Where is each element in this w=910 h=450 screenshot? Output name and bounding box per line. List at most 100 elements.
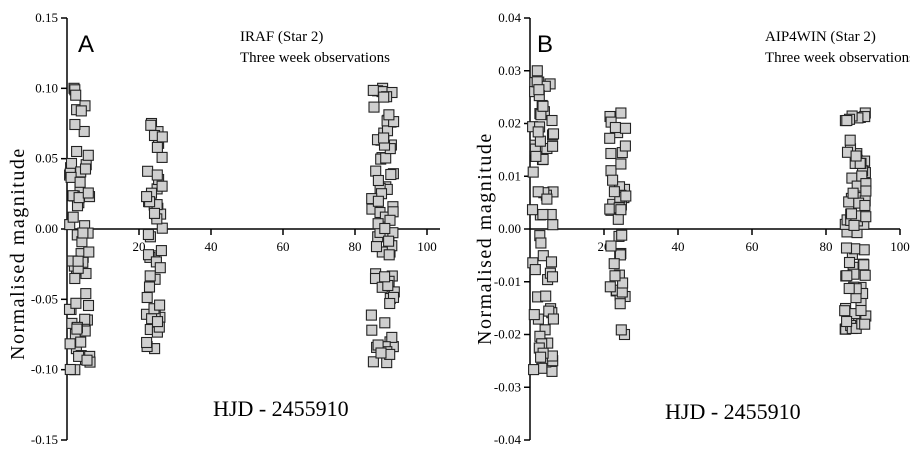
panel-a-data-point <box>75 336 87 348</box>
panel-a-data-point <box>143 281 156 293</box>
panel-a-x-tick-label: 40 <box>205 239 218 254</box>
panel-a-y-tick-label: -0.15 <box>31 432 58 447</box>
panel-a-data-point <box>385 168 397 181</box>
panel-b-data-point <box>860 211 872 223</box>
panel-a-data-point <box>71 145 83 158</box>
panel-a-data-point <box>82 299 95 312</box>
panel-a-data-point <box>372 195 384 207</box>
panel-b: B AIP4WIN (Star 2) Three week observatio… <box>474 10 910 447</box>
panel-a-data-point <box>378 91 390 103</box>
panel-a-data-point <box>82 149 94 161</box>
panel-b-data-point <box>616 229 628 241</box>
panel-a-data-point <box>156 151 168 163</box>
panel-b-data-point <box>608 186 620 198</box>
panel-b-y-tick-label: -0.02 <box>494 327 521 342</box>
panel-b-data-point <box>615 107 627 119</box>
panel-a-data-point <box>141 336 153 349</box>
panel-a-data-point <box>386 331 398 343</box>
panel-a-x-tick-label: 20 <box>133 239 146 254</box>
panel-a-data-point <box>79 163 92 175</box>
panel-b-data-point <box>612 213 624 225</box>
panel-b-data-point <box>547 219 559 231</box>
panel-a-data-point <box>378 132 390 144</box>
panel-a-data-point <box>78 125 90 138</box>
panel-b-data-point <box>859 269 871 281</box>
panel-a-data-point <box>379 271 391 283</box>
panel-a-data-point <box>142 249 155 261</box>
panel-b-y-tick-label: 0.01 <box>498 168 521 183</box>
panel-a-data-point <box>366 324 378 336</box>
panel-a-data-point <box>372 174 384 187</box>
panel-b-data-point <box>844 134 856 146</box>
panel-a-y-tick-label: -0.10 <box>31 362 58 377</box>
panel-a-data-point <box>142 165 154 177</box>
panel-b-data-point <box>605 147 617 160</box>
panel-a-data-point <box>383 235 395 247</box>
panel-b-data-point <box>546 365 558 377</box>
panel-a-data-point <box>77 227 89 239</box>
panel-b-data-point <box>841 114 853 127</box>
panel-b-data-point <box>547 313 559 325</box>
panel-b-annotation-line1: AIP4WIN (Star 2) <box>765 29 876 45</box>
panel-b-y-tick-label: 0.04 <box>498 10 521 25</box>
panel-a-data-point <box>64 363 76 376</box>
panel-b-data-point <box>619 140 631 152</box>
panel-a-data-point <box>70 297 82 309</box>
panel-b-data-point <box>607 174 619 186</box>
panel-a-data-point <box>365 309 377 321</box>
panel-a-data-point <box>73 192 85 204</box>
panel-a-data-point <box>70 89 82 101</box>
panel-b-data-point <box>615 204 627 216</box>
panel-b-data-point <box>617 277 629 289</box>
panel-a-y-tick-label: 0.00 <box>35 221 58 236</box>
panel-a-data-point <box>79 313 91 325</box>
panel-b-data-point <box>546 114 558 127</box>
panel-b-data-point <box>605 165 617 177</box>
panel-b-x-tick-label: 60 <box>746 239 759 254</box>
panel-b-data-point <box>537 250 549 262</box>
panel-a-data-point <box>375 347 387 359</box>
panel-b-data-point <box>845 208 858 220</box>
panel-a-data-point <box>380 152 392 164</box>
panel-a-data-point <box>71 323 83 335</box>
panel-b-data-point <box>608 258 620 270</box>
panel-b-data-point <box>605 240 617 252</box>
panel-a-data-point <box>155 245 167 257</box>
panel-a-data-point <box>370 165 382 177</box>
panel-a-data-point <box>144 270 156 282</box>
panel-b-data-point <box>604 132 616 144</box>
panel-a-data-point <box>156 180 168 192</box>
panel-b-data-point <box>547 128 560 140</box>
panel-a-y-tick-label: 0.05 <box>35 151 58 166</box>
panel-b-data-point <box>604 281 616 293</box>
panel-a-y-tick-label: 0.10 <box>35 80 58 95</box>
panel-b-data-point <box>614 249 626 261</box>
panel-b-y-tick-label: -0.01 <box>494 274 521 289</box>
panel-a-data-point <box>145 119 157 131</box>
panel-b-data-point <box>540 290 552 302</box>
panel-b-data-point <box>609 121 621 134</box>
panel-a-data-point <box>141 191 153 203</box>
panel-b-annotation-line2: Three week observations <box>765 50 910 66</box>
panel-a-data-point <box>74 176 86 188</box>
panel-b-data-point <box>529 264 541 276</box>
panel-b-data-point <box>860 185 872 197</box>
panel-a-data-point <box>81 354 93 366</box>
panel-b-data-point <box>841 270 853 282</box>
panel-a-data-point <box>154 262 166 274</box>
panel-a-data-point <box>82 187 94 199</box>
panel-a-data-point <box>384 297 396 310</box>
panel-b-data-point <box>858 259 870 271</box>
panel-b-data-point <box>547 140 559 152</box>
panel-a-data-point <box>72 255 84 267</box>
panel-a-x-tick-label: 80 <box>349 239 362 254</box>
panel-b-data-point <box>532 186 544 198</box>
panel-a-y-tick-label: 0.15 <box>35 10 58 25</box>
panel-b-data-point <box>609 270 621 282</box>
panel-a-data-point <box>65 157 78 170</box>
panel-a-data-point <box>69 272 81 285</box>
panel-b-data-point <box>841 315 853 328</box>
panel-b-data-point <box>532 126 544 138</box>
panel-b-data-point <box>535 351 547 363</box>
